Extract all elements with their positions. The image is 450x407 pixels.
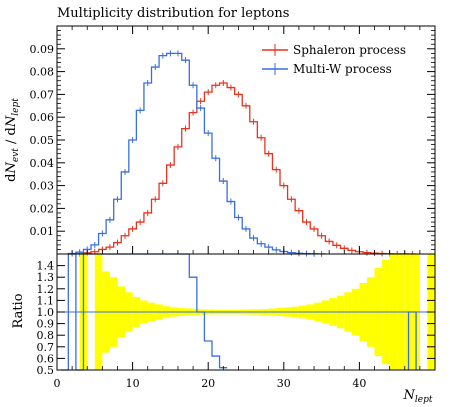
main-y-tick-label-4: 0.05	[30, 134, 55, 147]
ratio-y-tick-label-2: 0.7	[37, 341, 55, 354]
x-tick-label-3: 30	[277, 377, 291, 390]
main-y-axis-label: dNevt / dNlept	[4, 98, 21, 182]
main-y-tick-label-6: 0.07	[30, 88, 55, 101]
legend: Sphaleron process Multi-W process	[262, 43, 406, 76]
main-y-tick-label-2: 0.03	[30, 180, 55, 193]
legend-label-sphaleron: Sphaleron process	[293, 43, 406, 57]
main-y-tick-label-5: 0.06	[30, 111, 55, 124]
x-tick-label-1: 10	[126, 377, 140, 390]
legend-label-multiw: Multi-W process	[293, 62, 392, 76]
ratio-y-tick-label-7: 1.2	[37, 283, 55, 296]
ratio-y-tick-label-9: 1.4	[37, 260, 55, 273]
x-tick-label-4: 40	[352, 377, 366, 390]
ratio-y-tick-label-6: 1.1	[37, 294, 55, 307]
ratio-y-tick-label-3: 0.8	[37, 329, 55, 342]
x-tick-label-0: 0	[54, 377, 61, 390]
ratio-y-tick-label-4: 0.9	[37, 318, 55, 331]
ratio-uncertainty-band	[57, 254, 435, 370]
ratio-y-tick-label-8: 1.3	[37, 271, 55, 284]
x-axis-label: Nlept	[403, 388, 433, 405]
ratio-y-axis-label: Ratio	[11, 293, 26, 328]
series-line-1	[68, 53, 325, 254]
main-y-tick-label-8: 0.09	[30, 43, 55, 56]
main-y-tick-label-0: 0.01	[30, 225, 55, 238]
chart-title: Multiplicity distribution for leptons	[57, 6, 289, 21]
x-tick-label-2: 20	[201, 377, 215, 390]
main-y-tick-label-1: 0.02	[30, 202, 55, 215]
ratio-y-tick-label-1: 0.6	[37, 352, 55, 365]
main-y-tick-label-7: 0.08	[30, 66, 55, 79]
ratio-y-tick-label-0: 0.5	[37, 364, 55, 377]
ratio-y-tick-label-5: 1.0	[37, 306, 55, 319]
main-series	[68, 50, 416, 257]
main-y-tick-label-3: 0.04	[30, 157, 55, 170]
